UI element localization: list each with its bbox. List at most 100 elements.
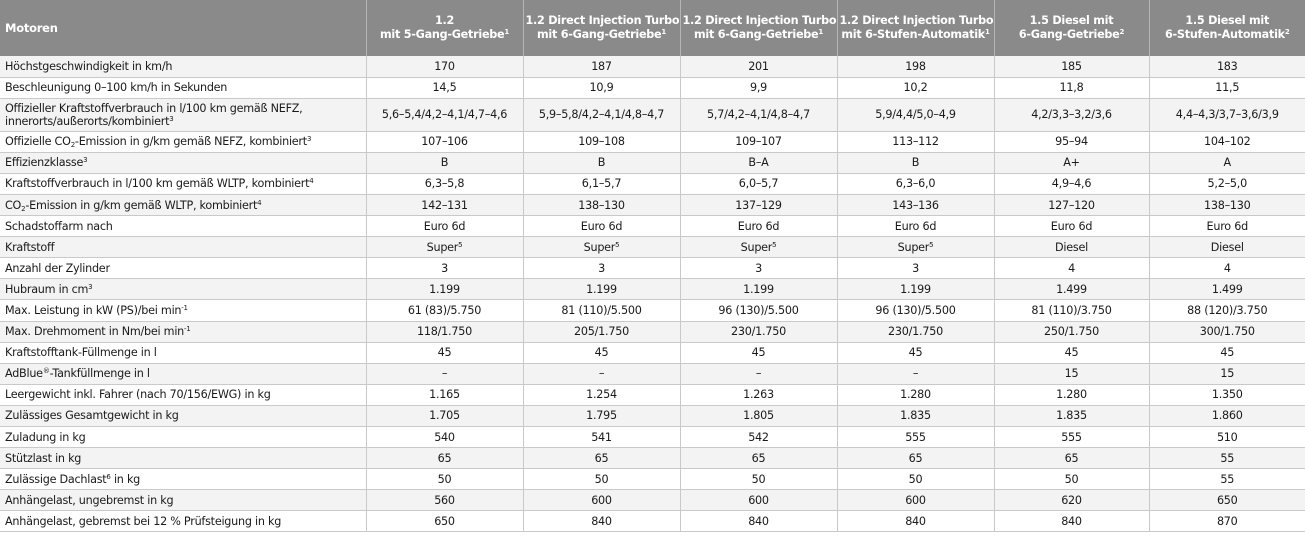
row-label: Anhängelast, ungebremst in kg (0, 489, 367, 512)
value-cell: 600 (680, 489, 838, 512)
row-label: Zulässige Dachlast6 in kg (0, 468, 367, 491)
value-text: 6,3–5,8 (424, 177, 465, 191)
value-text: 300/1.750 (1199, 325, 1255, 339)
value-text: 109–107 (735, 135, 782, 149)
value-cell: 11,8 (994, 77, 1150, 99)
table-row: Offizielle CO2-Emission in g/km gemäß NE… (0, 131, 1305, 153)
table-row: Max. Drehmoment in Nm/bei min-1 118/1.750… (0, 321, 1305, 343)
table-row: Anhängelast, gebremst bei 12 % Prüfsteig… (0, 510, 1305, 533)
row-label-text: Zulässige Dachlast (5, 472, 107, 486)
value-text: 5,6–5,4/4,2–4,1/4,7–4,6 (381, 108, 508, 122)
value-text: 61 (83)/5.750 (407, 303, 482, 317)
value-text: 65 (1064, 451, 1079, 465)
value-cell: 65 (837, 447, 995, 470)
value-cell: Euro 6d (680, 215, 838, 238)
row-label-text: Zulässiges Gesamtgewicht in kg (5, 409, 179, 423)
value-cell: 50 (994, 468, 1150, 491)
value-cell: – (837, 363, 995, 385)
value-text: Euro 6d (423, 219, 466, 233)
value-cell: 45 (523, 342, 681, 364)
value-cell: 109–108 (523, 131, 681, 153)
value-cell: Euro 6d (523, 215, 681, 238)
value-text: 4,4–4,3/3,7–3,6/3,9 (1175, 108, 1279, 122)
value-cell: 4,4–4,3/3,7–3,6/3,9 (1149, 98, 1305, 132)
row-label-text: Hubraum in cm (5, 282, 89, 296)
table-row: Zuladung in kg 540 541 542 555 555 510 (0, 426, 1305, 449)
value-cell: 11,5 (1149, 77, 1305, 99)
value-text: Euro 6d (1206, 219, 1249, 233)
footnote-marker: 3 (83, 156, 88, 165)
value-text: 230/1.750 (731, 325, 786, 339)
value-cell: 1.199 (837, 278, 995, 301)
value-text: 540 (434, 430, 455, 444)
value-cell: 118/1.750 (366, 321, 524, 343)
table-row: AdBlue®-Tankfüllmenge in l – – – – 15 15 (0, 363, 1305, 385)
value-text: Super (583, 240, 616, 254)
value-cell: 96 (130)/5.500 (680, 299, 838, 322)
value-text: 840 (905, 514, 926, 528)
value-text: 5,7/4,2–4,1/4,8–4,7 (707, 108, 810, 122)
value-cell: 55 (1149, 468, 1305, 491)
value-cell: Euro 6d (1149, 215, 1305, 238)
value-text: 107–106 (421, 135, 468, 149)
value-cell: 1.280 (837, 384, 995, 406)
value-cell: 15 (1149, 363, 1305, 385)
value-text: 840 (591, 514, 612, 528)
value-text: 109–108 (578, 135, 625, 149)
table-row: Effizienzklasse3 B B B–A B A+ A (0, 152, 1305, 174)
row-label-subscript: 2 (21, 204, 26, 213)
value-cell: 300/1.750 (1149, 321, 1305, 343)
value-cell: 1.499 (1149, 278, 1305, 301)
value-text: 1.835 (1056, 409, 1087, 423)
value-text: Super (897, 240, 930, 254)
value-cell: 620 (994, 489, 1150, 512)
value-cell: – (366, 363, 524, 385)
value-cell: 1.263 (680, 384, 838, 406)
value-cell: 61 (83)/5.750 (366, 299, 524, 322)
value-text: 600 (748, 493, 769, 507)
value-text: 96 (130)/5.500 (718, 303, 799, 317)
value-text: 142–131 (421, 198, 468, 212)
value-text: 138–130 (578, 198, 625, 212)
value-cell: 65 (366, 447, 524, 470)
value-cell: 4,9–4,6 (994, 173, 1150, 195)
value-cell: Euro 6d (837, 215, 995, 238)
value-cell: 6,1–5,7 (523, 173, 681, 195)
value-cell: 650 (366, 510, 524, 533)
value-text: – (441, 367, 448, 381)
column-header-model-1: 1.2 mit 5-Gang-Getriebe1 (366, 0, 524, 56)
value-cell: 50 (523, 468, 681, 491)
value-text: 205/1.750 (574, 325, 629, 339)
value-cell: 65 (680, 447, 838, 470)
value-cell: 50 (837, 468, 995, 491)
value-cell: B (366, 152, 524, 174)
value-cell: 5,2–5,0 (1149, 173, 1305, 195)
value-text: 5,9–5,8/4,2–4,1/4,8–4,7 (538, 108, 665, 122)
value-text: 10,2 (903, 81, 928, 95)
value-cell: 14,5 (366, 77, 524, 99)
value-text: 55 (1220, 472, 1235, 486)
value-text: A+ (1063, 156, 1080, 170)
model-3-line1: 1.2 Direct Injection Turbo (682, 14, 837, 27)
row-label-superscript: 6 (106, 472, 111, 481)
value-text: 1.165 (429, 388, 460, 402)
value-text: 185 (1061, 59, 1082, 73)
value-text: 11,8 (1059, 81, 1084, 95)
model-2-line1: 1.2 Direct Injection Turbo (525, 14, 680, 27)
value-text: 1.263 (743, 388, 774, 402)
value-text: 5,9/4,4/5,0–4,9 (875, 108, 956, 122)
value-text: 50 (437, 472, 452, 486)
value-text: Euro 6d (894, 219, 937, 233)
value-cell: 170 (366, 56, 524, 78)
value-cell: 205/1.750 (523, 321, 681, 343)
row-label-text-cont: in kg (110, 472, 141, 486)
value-text: Super (740, 240, 773, 254)
header-row: Motoren 1.2 mit 5-Gang-Getriebe1 1.2 Dire… (0, 0, 1305, 56)
value-cell: 555 (837, 426, 995, 449)
value-text: 1.280 (900, 388, 931, 402)
value-text: 170 (434, 59, 455, 73)
value-cell: 3 (523, 257, 681, 280)
value-cell: 127–120 (994, 194, 1150, 217)
value-text: 65 (751, 451, 766, 465)
row-label-text: Anhängelast, ungebremst in kg (5, 493, 174, 507)
